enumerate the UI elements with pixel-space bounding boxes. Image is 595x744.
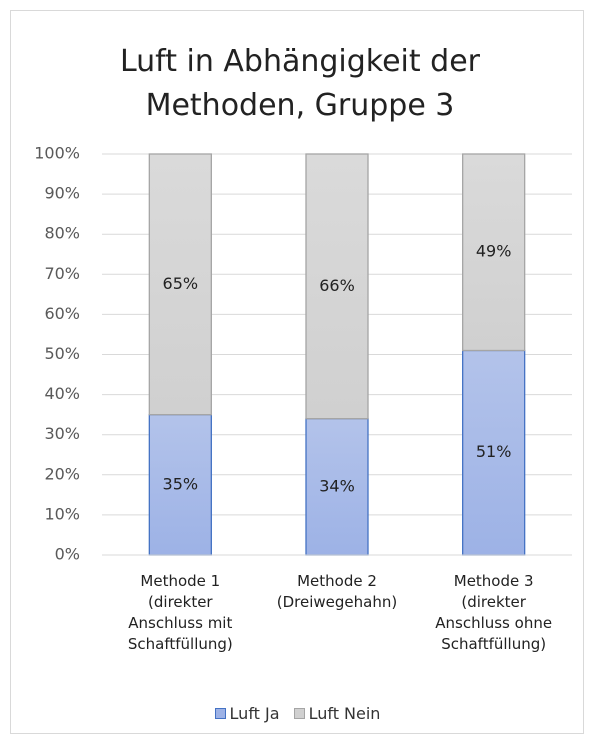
data-label: 34%	[319, 476, 355, 495]
legend: Luft Ja Luft Nein	[0, 704, 595, 723]
y-tick-label: 100%	[34, 144, 80, 163]
y-tick-label: 40%	[44, 384, 80, 403]
data-label: 65%	[163, 274, 199, 293]
x-tick-label: Methode 3 (direkter Anschluss ohne Schaf…	[435, 572, 553, 653]
legend-label: Luft Nein	[308, 704, 381, 723]
y-tick-label: 90%	[44, 184, 80, 203]
data-label: 51%	[476, 442, 512, 461]
legend-swatch	[214, 708, 226, 719]
bar-segment	[305, 418, 369, 556]
legend-label: Luft Ja	[229, 704, 280, 723]
y-tick-label: 30%	[44, 424, 80, 443]
bar-segment	[305, 153, 369, 420]
bar-segment	[462, 349, 526, 556]
y-tick-label: 50%	[44, 344, 80, 363]
data-label: 49%	[476, 242, 512, 261]
y-tick-label: 10%	[44, 504, 80, 523]
bar-segment	[148, 153, 212, 416]
y-tick-label: 20%	[44, 464, 80, 483]
x-tick-label: Methode 2 (Dreiwegehahn)	[276, 572, 398, 611]
y-tick-label: 70%	[44, 264, 80, 283]
x-tick-label: Methode 1 (direkter Anschluss mit Schaft…	[127, 572, 233, 653]
chart-frame	[10, 10, 584, 734]
legend-item: Luft Nein	[293, 704, 381, 723]
y-tick-label: 80%	[44, 224, 80, 243]
legend-item: Luft Ja	[214, 704, 280, 723]
y-tick-label: 0%	[55, 545, 80, 564]
bar-segment	[462, 153, 526, 352]
legend-swatch	[293, 708, 305, 719]
chart-title: Luft in Abhängigkeit der Methoden, Grupp…	[119, 44, 481, 123]
data-label: 66%	[319, 276, 355, 295]
y-tick-label: 60%	[44, 304, 80, 323]
data-label: 35%	[163, 474, 199, 493]
